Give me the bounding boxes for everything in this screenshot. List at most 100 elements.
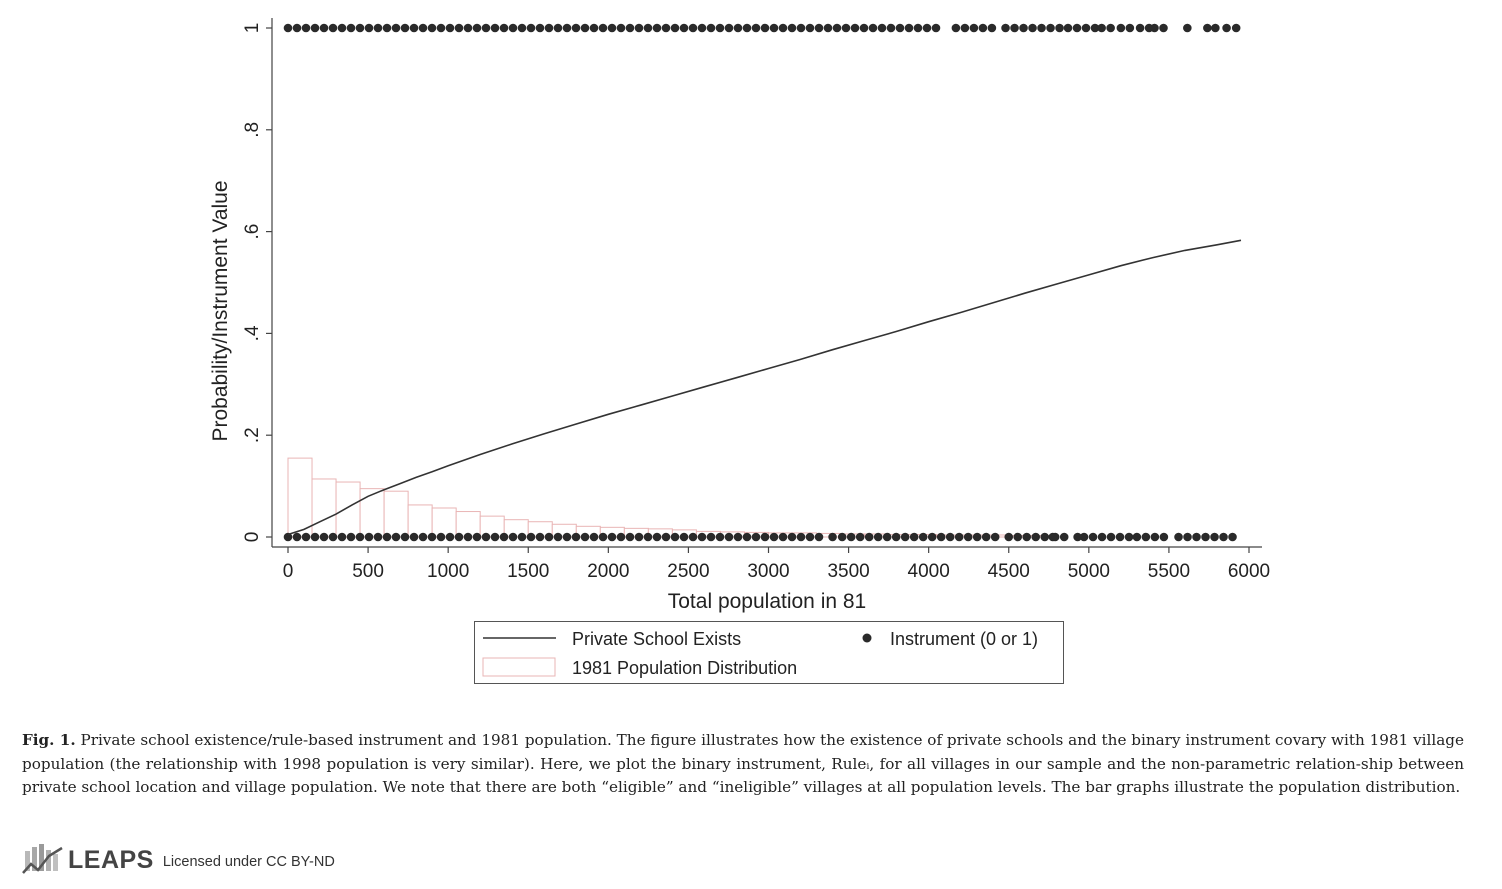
instrument-dot <box>760 23 770 33</box>
instrument-dot <box>760 532 770 542</box>
instrument-dot <box>679 23 689 33</box>
instrument-dot <box>904 23 914 33</box>
instrument-dot <box>733 23 743 33</box>
instrument-dot <box>364 23 374 33</box>
instrument-dot <box>868 23 878 33</box>
instrument-dot <box>1059 532 1069 542</box>
instrument-dot <box>1004 532 1014 542</box>
instrument-dot <box>301 532 311 542</box>
instrument-dot <box>364 532 374 542</box>
instrument-dot <box>436 532 446 542</box>
instrument-dot <box>508 23 518 33</box>
instrument-dot <box>499 532 509 542</box>
instrument-dot <box>571 532 581 542</box>
instrument-dot <box>571 23 581 33</box>
instrument-dot <box>499 23 509 33</box>
instrument-dot <box>328 532 338 542</box>
instrument-dot <box>1150 532 1160 542</box>
instrument-dot <box>292 23 302 33</box>
x-tick-label: 4500 <box>988 561 1030 582</box>
instrument-dot <box>715 532 725 542</box>
instrument-dot <box>1150 23 1159 33</box>
plot-area <box>283 23 1242 542</box>
instrument-dot <box>855 532 865 542</box>
instrument-dot <box>427 23 437 33</box>
instrument-dot <box>598 23 608 33</box>
instrument-dot <box>1055 23 1064 33</box>
instrument-dot <box>963 532 973 542</box>
instrument-dot <box>742 532 752 542</box>
instrument-dot <box>517 23 527 33</box>
instrument-dot <box>751 23 761 33</box>
histogram-bar <box>431 507 457 538</box>
instrument-dot <box>787 23 797 33</box>
instrument-dot <box>418 532 428 542</box>
instrument-dot <box>864 532 874 542</box>
instrument-dot <box>805 532 815 542</box>
instrument-dot <box>796 23 806 33</box>
y-tick-label: 0 <box>242 532 263 543</box>
instrument-dot <box>697 532 707 542</box>
axes: 0 500 1000 1500 2000 2500 3000 3500 4000 4500 5000… <box>209 18 1270 613</box>
instrument-dot <box>796 532 806 542</box>
instrument-dot <box>1073 532 1082 542</box>
instrument-dot <box>445 532 455 542</box>
instrument-dot <box>1106 532 1116 542</box>
instrument-dot <box>508 532 518 542</box>
instrument-dot <box>526 23 536 33</box>
instrument-dot <box>544 532 554 542</box>
instrument-dot <box>1010 23 1019 33</box>
instrument-dot <box>823 23 833 33</box>
instrument-dot <box>987 23 997 33</box>
footer: LEAPS Licensed under CC BY-ND <box>22 842 335 878</box>
instrument-dot <box>769 532 779 542</box>
instrument-dot <box>1159 532 1169 542</box>
instrument-dot <box>1125 23 1135 33</box>
instrument-dot <box>427 532 437 542</box>
instrument-dot <box>607 532 617 542</box>
instrument-dot <box>1090 23 1100 33</box>
instrument-dot <box>463 23 473 33</box>
private-school-line <box>287 239 1242 536</box>
instrument-dot <box>652 532 662 542</box>
instrument-dot <box>400 532 410 542</box>
instrument-dot <box>1132 532 1142 542</box>
instrument-dot <box>580 23 590 33</box>
instrument-dot <box>562 23 572 33</box>
instrument-dot <box>1037 23 1046 33</box>
instrument-dot <box>913 23 923 33</box>
instrument-dot <box>616 23 626 33</box>
instrument-dot <box>454 23 464 33</box>
x-ticks: 0 500 1000 1500 2000 2500 3000 3500 4000 4500 5000… <box>283 547 1270 582</box>
legend-box <box>474 621 1064 684</box>
license-text: Licensed under CC BY-ND <box>162 854 335 870</box>
instrument-dot <box>481 23 491 33</box>
instrument-dot <box>373 532 383 542</box>
instrument-dot <box>643 532 653 542</box>
instrument-dot <box>598 532 608 542</box>
instrument-dot <box>391 532 401 542</box>
instrument-dot <box>1001 23 1010 33</box>
instrument-dot <box>945 532 955 542</box>
instrument-dot <box>1072 23 1082 33</box>
x-tick-label: 1500 <box>507 561 549 582</box>
instrument-dot <box>490 23 500 33</box>
instrument-dot <box>918 532 928 542</box>
instrument-dot <box>472 532 482 542</box>
instrument-dot <box>472 23 482 33</box>
instrument-dot <box>319 532 329 542</box>
instrument-dot <box>418 23 428 33</box>
histogram-bar <box>287 457 313 538</box>
instrument-dot <box>355 23 365 33</box>
instrument-dot <box>454 532 464 542</box>
instrument-dot <box>625 532 635 542</box>
instrument-dot <box>346 532 356 542</box>
instrument-dot <box>837 532 847 542</box>
x-tick-label: 0 <box>283 561 294 582</box>
instrument-dot <box>562 532 572 542</box>
instrument-dot <box>1019 23 1028 33</box>
instrument-dot <box>846 532 856 542</box>
x-tick-label: 1000 <box>427 561 469 582</box>
instrument-dot <box>990 532 1000 542</box>
instrument-dot <box>355 532 365 542</box>
